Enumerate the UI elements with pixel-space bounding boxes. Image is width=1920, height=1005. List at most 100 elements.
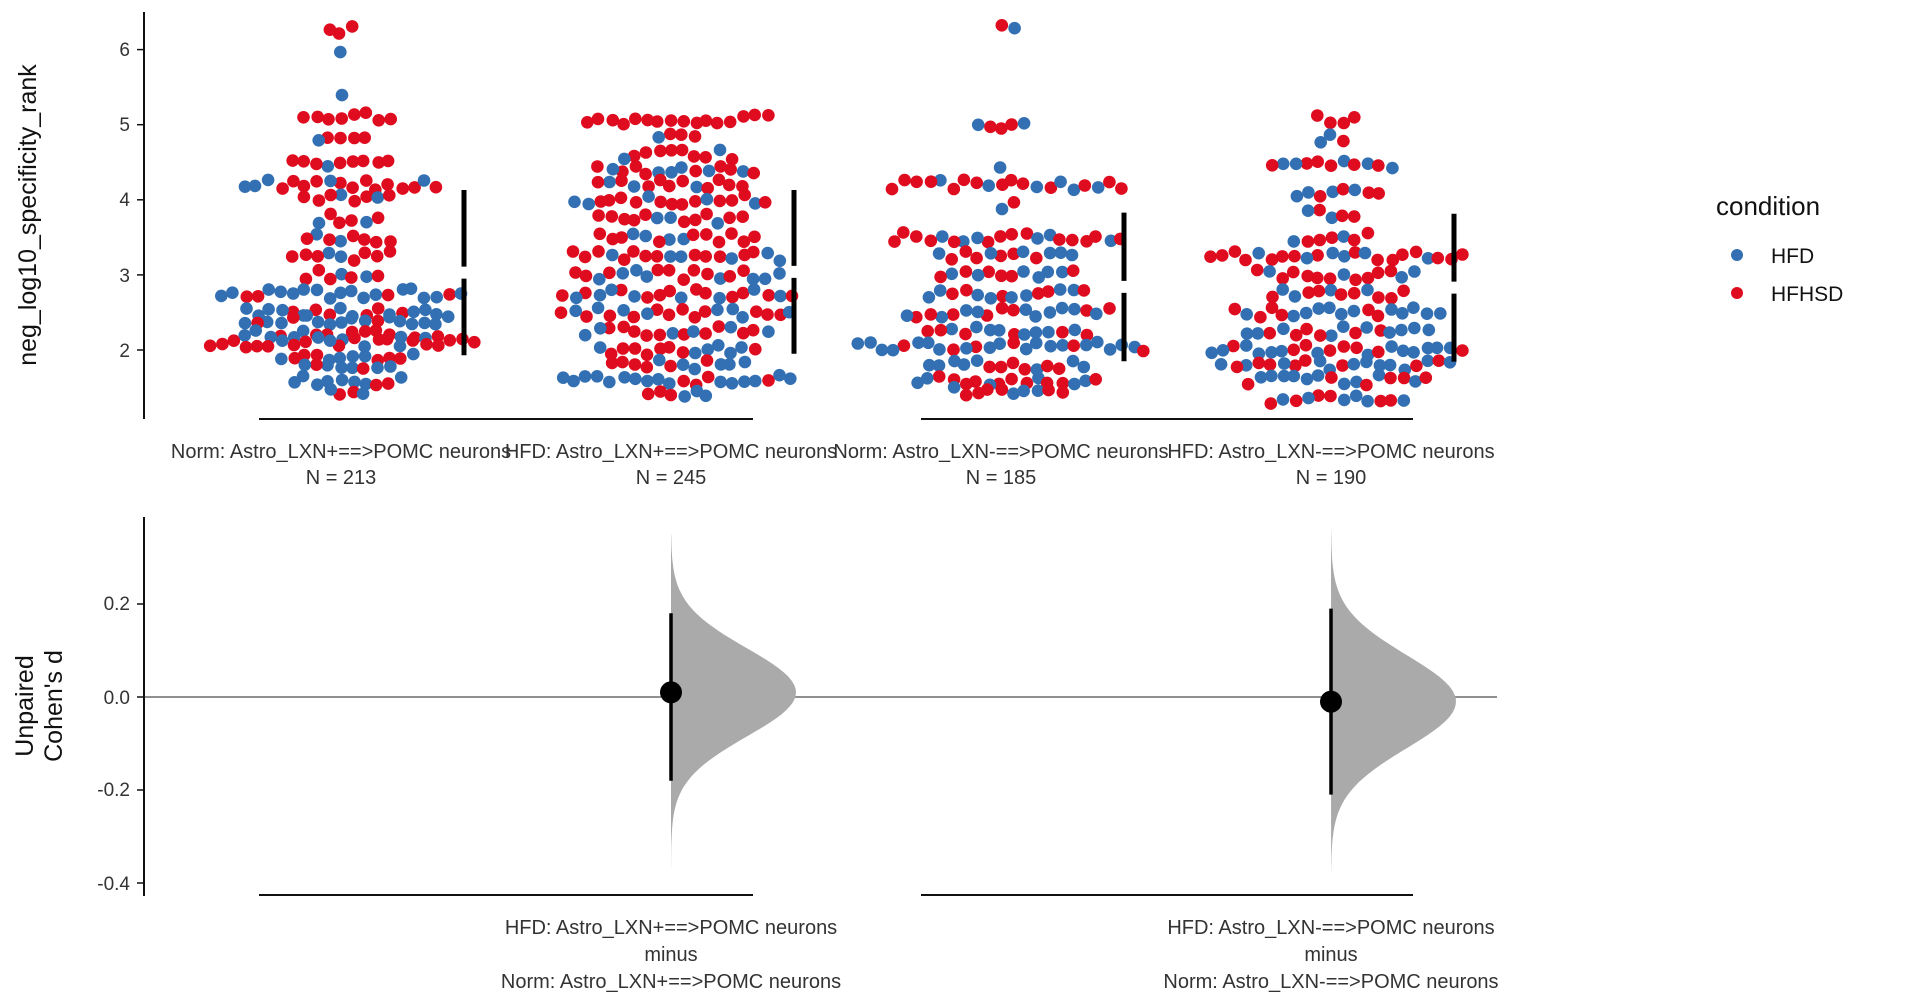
- point-hfhsd: [959, 327, 972, 341]
- point-hfd: [417, 174, 431, 187]
- point-hfhsd: [1311, 249, 1324, 262]
- point-hfhsd: [888, 235, 901, 248]
- point-hfhsd: [1007, 303, 1020, 317]
- point-hfd: [665, 166, 678, 179]
- point-hfhsd: [1371, 266, 1385, 280]
- point-hfhsd: [203, 339, 217, 353]
- point-hfd: [736, 311, 749, 324]
- point-hfhsd: [737, 110, 750, 123]
- point-hfhsd: [1275, 308, 1289, 322]
- point-hfhsd: [1335, 209, 1349, 223]
- point-hfhsd: [1384, 264, 1398, 278]
- point-hfd: [346, 361, 359, 375]
- point-hfhsd: [360, 174, 373, 187]
- point-hfd: [344, 284, 358, 298]
- point-hfhsd: [758, 196, 772, 209]
- point-hfhsd: [1080, 328, 1094, 342]
- point-hfd: [334, 250, 348, 263]
- bootstrap-distribution: [1331, 529, 1456, 879]
- point-hfd: [275, 316, 288, 330]
- point-hfd: [1240, 339, 1253, 352]
- point-hfd: [371, 361, 384, 375]
- point-hfhsd: [1227, 339, 1240, 353]
- point-hfhsd: [653, 288, 667, 302]
- point-hfd: [1276, 157, 1290, 171]
- point-hfhsd: [748, 230, 761, 244]
- point-hfd: [1325, 211, 1339, 225]
- point-hfhsd: [1334, 288, 1348, 301]
- point-hfd: [1337, 393, 1351, 407]
- point-hfd: [935, 310, 949, 324]
- point-hfhsd: [665, 144, 678, 157]
- point-hfd: [1277, 322, 1290, 336]
- point-hfd: [404, 282, 418, 296]
- point-hfd: [970, 354, 984, 368]
- point-hfd: [932, 359, 946, 372]
- point-hfhsd: [1204, 250, 1217, 263]
- point-hfhsd: [322, 113, 335, 126]
- point-hfhsd: [642, 180, 655, 193]
- point-hfhsd: [1313, 203, 1326, 217]
- point-hfhsd: [1041, 285, 1055, 298]
- point-hfhsd: [924, 175, 938, 188]
- point-hfhsd: [995, 383, 1009, 396]
- point-hfhsd: [700, 207, 713, 221]
- point-hfd: [725, 377, 739, 390]
- point-hfd: [960, 304, 973, 317]
- bottom-y-tick-label: -0.4: [97, 874, 130, 895]
- point-hfd: [982, 179, 995, 192]
- point-hfd: [773, 254, 787, 268]
- point-hfd: [723, 358, 736, 371]
- point-hfhsd: [384, 112, 398, 126]
- point-hfd: [1043, 306, 1057, 319]
- point-hfhsd: [699, 286, 712, 300]
- point-hfhsd: [312, 263, 326, 277]
- point-hfd: [594, 322, 607, 335]
- point-hfhsd: [921, 324, 934, 338]
- point-hfd: [774, 289, 787, 303]
- point-hfd: [642, 190, 655, 203]
- point-hfhsd: [946, 287, 959, 301]
- point-hfd: [712, 339, 725, 352]
- point-hfd: [677, 232, 690, 246]
- point-hfd: [394, 371, 408, 384]
- point-hfhsd: [1361, 271, 1375, 285]
- point-hfhsd: [369, 235, 383, 249]
- point-hfd: [1430, 341, 1444, 355]
- point-hfd: [1396, 344, 1410, 358]
- point-hfhsd: [369, 378, 383, 392]
- point-hfhsd: [1312, 389, 1325, 402]
- point-hfhsd: [747, 245, 760, 259]
- point-hfhsd: [312, 194, 326, 207]
- effect-label-1-line2: minus: [644, 944, 697, 966]
- point-hfhsd: [665, 197, 679, 211]
- point-hfd: [593, 272, 606, 286]
- point-hfhsd: [311, 110, 325, 124]
- point-hfhsd: [639, 167, 652, 181]
- point-hfhsd: [910, 175, 923, 189]
- point-hfhsd: [627, 310, 641, 324]
- point-hfd: [1016, 245, 1030, 259]
- point-hfd: [1031, 384, 1045, 398]
- point-hfhsd: [662, 264, 676, 277]
- point-hfhsd: [714, 160, 727, 173]
- point-hfhsd: [1103, 175, 1116, 189]
- point-hfhsd: [898, 173, 911, 187]
- point-hfhsd: [334, 131, 347, 145]
- point-hfhsd: [947, 343, 960, 357]
- point-hfd: [238, 329, 251, 342]
- point-hfhsd: [640, 348, 654, 362]
- point-hfd: [714, 272, 727, 285]
- point-hfd: [407, 347, 420, 361]
- point-hfd: [358, 314, 372, 328]
- point-hfd: [1337, 268, 1351, 281]
- point-hfd: [1383, 358, 1397, 372]
- point-hfd: [1326, 185, 1339, 199]
- point-hfhsd: [358, 131, 372, 144]
- point-hfhsd: [722, 178, 736, 192]
- point-hfd: [725, 252, 738, 265]
- point-hfhsd: [356, 362, 370, 375]
- point-hfd: [1313, 354, 1327, 368]
- point-hfhsd: [371, 211, 385, 225]
